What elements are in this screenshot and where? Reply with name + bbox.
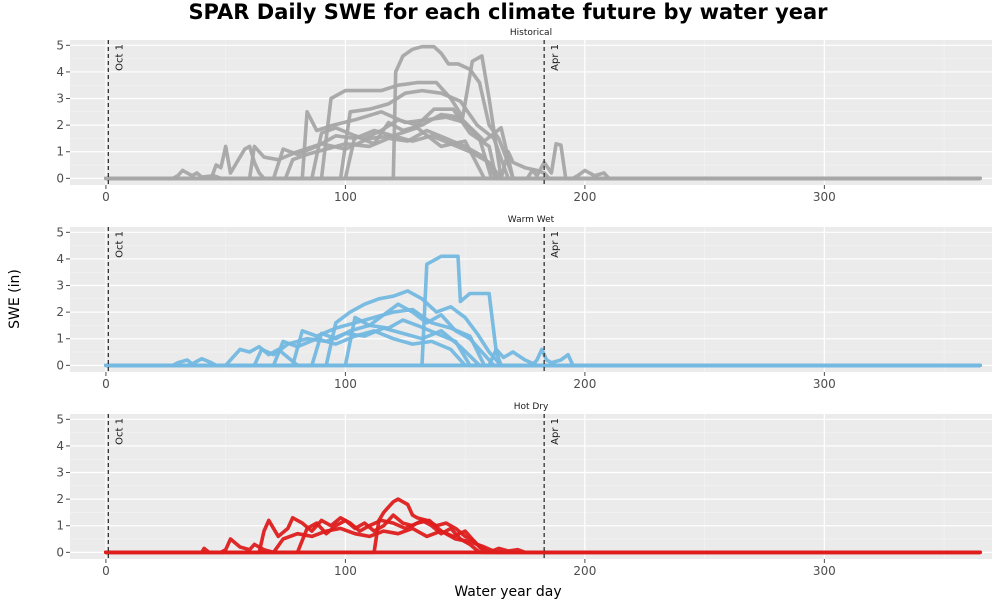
panel-title: Historical [510, 28, 552, 38]
panel-background [70, 227, 992, 372]
x-tick-label: 200 [573, 190, 596, 204]
x-tick-label: 300 [813, 564, 836, 578]
series-line-9 [104, 112, 982, 181]
series-line-0 [104, 44, 982, 181]
x-tick-label: 300 [813, 377, 836, 391]
y-tick-label: 2 [56, 118, 64, 132]
y-tick-label: 4 [56, 439, 64, 453]
panel-title: Hot Dry [514, 402, 549, 412]
series-line-8 [104, 128, 982, 181]
series-line-1 [104, 54, 982, 181]
series-line-0 [104, 254, 982, 368]
y-tick-label: 1 [56, 332, 64, 346]
y-tick-label: 5 [56, 225, 64, 239]
y-tick-label: 2 [56, 492, 64, 506]
series-line-2 [104, 513, 982, 555]
series-line-6 [104, 546, 982, 555]
y-tick-label: 0 [56, 171, 64, 185]
panel-background [70, 40, 992, 185]
y-tick-label: 3 [56, 466, 64, 480]
series-line-6 [104, 318, 982, 368]
x-tick-label: 100 [334, 190, 357, 204]
y-tick-label: 1 [56, 145, 64, 159]
x-tick-label: 200 [573, 377, 596, 391]
series-line-3 [104, 302, 982, 368]
y-tick-label: 2 [56, 305, 64, 319]
series-line-6 [104, 128, 982, 181]
panel-1: Oct 1 Apr 1 Warm Wet 0 1 2 3 4 5 0 100 200 300 [56, 215, 992, 391]
series-line-4 [104, 526, 982, 555]
reference-line-label: Oct 1 [114, 418, 125, 445]
x-axis-label: Water year day [454, 584, 561, 600]
y-tick-label: 3 [56, 92, 64, 106]
y-tick-label: 3 [56, 279, 64, 293]
panel-title: Warm Wet [508, 215, 555, 225]
series-line-11 [104, 142, 982, 181]
series-line-0 [104, 497, 982, 555]
panel-background [70, 414, 992, 559]
series-line-13 [104, 168, 982, 181]
series-line-9 [104, 347, 982, 368]
chart-title: SPAR Daily SWE for each climate future b… [188, 0, 828, 24]
series-line-2 [104, 88, 982, 181]
x-tick-label: 200 [573, 564, 596, 578]
y-tick-label: 4 [56, 65, 64, 79]
y-axis-label: SWE (in) [7, 269, 23, 329]
y-tick-label: 0 [56, 545, 64, 559]
x-tick-label: 100 [334, 564, 357, 578]
y-tick-label: 5 [56, 38, 64, 52]
reference-line-label: Apr 1 [550, 231, 561, 258]
x-tick-label: 300 [813, 190, 836, 204]
x-tick-label: 0 [102, 377, 110, 391]
reference-line-label: Oct 1 [114, 44, 125, 71]
y-tick-label: 1 [56, 519, 64, 533]
panel-0: Oct 1 Apr 1 Historical 0 1 2 3 4 5 0 100 200 300 [56, 28, 992, 204]
series-line-1 [104, 289, 982, 368]
series-line-10 [104, 356, 982, 368]
x-tick-label: 0 [102, 564, 110, 578]
series-line-5 [104, 344, 982, 368]
y-tick-label: 5 [56, 412, 64, 426]
x-tick-label: 0 [102, 190, 110, 204]
reference-line-label: Apr 1 [550, 44, 561, 71]
series-line-7 [104, 144, 982, 181]
y-tick-label: 4 [56, 252, 64, 266]
y-tick-label: 0 [56, 358, 64, 372]
x-tick-label: 100 [334, 377, 357, 391]
series-line-7 [104, 329, 982, 368]
reference-line-label: Oct 1 [114, 231, 125, 258]
reference-line-label: Apr 1 [550, 418, 561, 445]
